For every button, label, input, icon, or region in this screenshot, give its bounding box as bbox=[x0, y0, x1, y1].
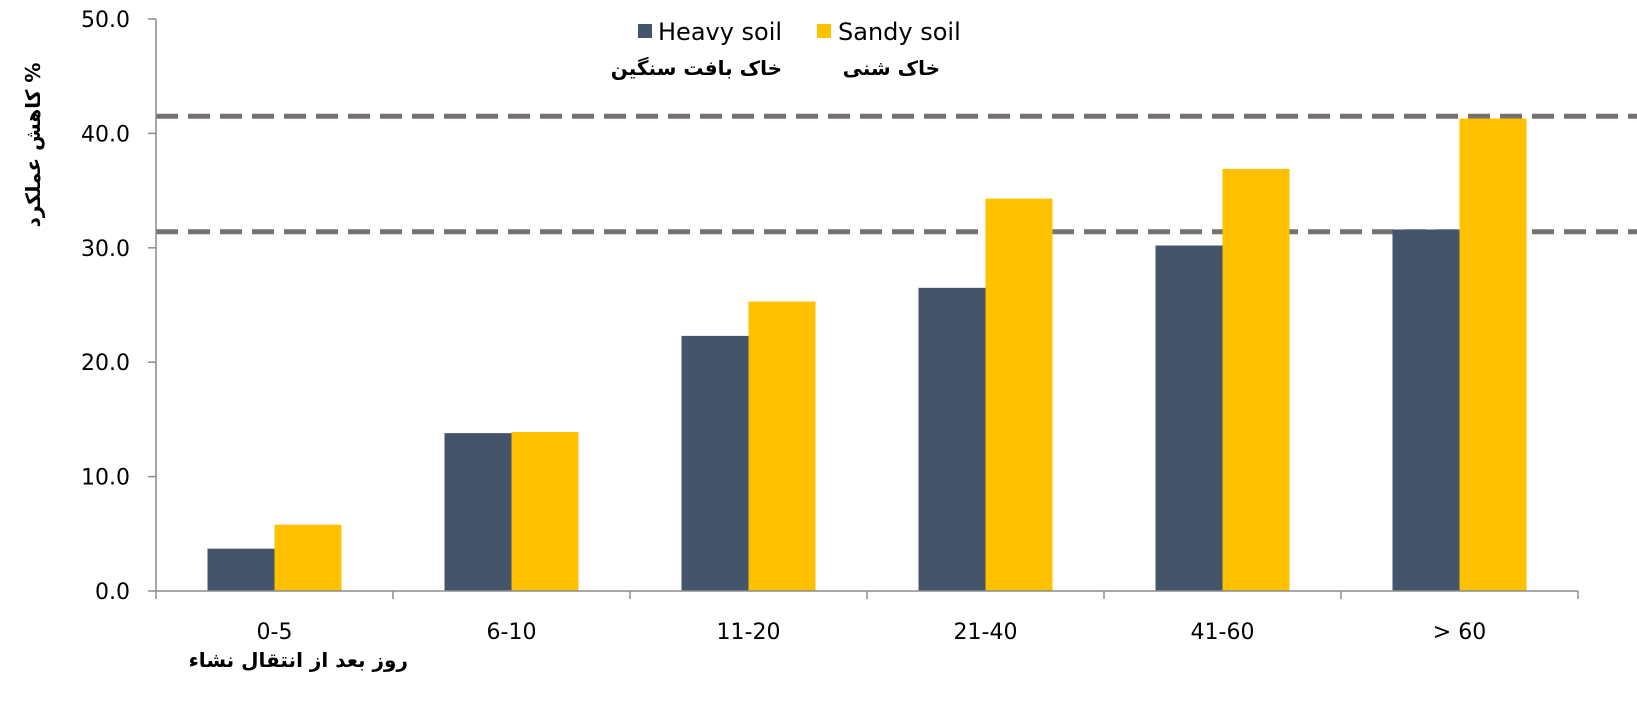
bar-sandy-soil-3 bbox=[985, 198, 1053, 591]
x-tick-label: 21-40 bbox=[954, 620, 1018, 645]
legend-label-heavy-soil-fa: خاک بافت سنگین bbox=[611, 56, 782, 80]
y-tick-label: 40.0 bbox=[81, 122, 130, 147]
y-tick-label: 50.0 bbox=[81, 8, 130, 33]
x-tick-label: 0-5 bbox=[257, 620, 293, 645]
bar-sandy-soil-4 bbox=[1222, 168, 1290, 591]
bar-sandy-soil-2 bbox=[748, 301, 816, 591]
y-tick-label: 30.0 bbox=[81, 237, 130, 262]
bar-sandy-soil-5 bbox=[1459, 118, 1527, 591]
bar-heavy-soil-5 bbox=[1392, 229, 1460, 591]
legend-label-heavy-soil: Heavy soil bbox=[658, 18, 782, 46]
y-axis-title: کاهش عملکرد % bbox=[21, 63, 45, 228]
x-tick-labels: 0-5 6-10 11-20 21-40 41-60 > 60 bbox=[257, 620, 1487, 645]
bar-sandy-soil-1 bbox=[511, 431, 579, 591]
y-tick-label: 20.0 bbox=[81, 351, 130, 376]
legend-swatch-heavy-soil bbox=[638, 24, 652, 38]
axes bbox=[148, 18, 1579, 599]
y-tick-label: 10.0 bbox=[81, 466, 130, 491]
reference-lines bbox=[156, 113, 1637, 235]
bar-sandy-soil-0 bbox=[274, 524, 342, 591]
x-tick-label: 11-20 bbox=[717, 620, 781, 645]
legend-swatch-sandy-soil bbox=[817, 24, 831, 38]
y-tick-labels: 0.0 10.0 20.0 30.0 40.0 50.0 bbox=[81, 8, 130, 605]
bar-heavy-soil-3 bbox=[918, 287, 986, 591]
x-tick-label: 41-60 bbox=[1191, 620, 1255, 645]
bar-heavy-soil-0 bbox=[207, 548, 275, 591]
bar-heavy-soil-4 bbox=[1155, 245, 1223, 591]
bar-heavy-soil-2 bbox=[681, 335, 749, 591]
legend-label-sandy-soil-fa: خاک شنی bbox=[843, 56, 940, 80]
bar-heavy-soil-1 bbox=[444, 433, 512, 591]
x-axis-title: روز بعد از انتقال نشاء bbox=[189, 648, 408, 672]
legend: Heavy soil Sandy soil خاک بافت سنگین خاک… bbox=[611, 18, 961, 80]
y-tick-label: 0.0 bbox=[95, 580, 130, 605]
x-tick-label: > 60 bbox=[1433, 620, 1486, 645]
x-tick-label: 6-10 bbox=[487, 620, 537, 645]
legend-label-sandy-soil: Sandy soil bbox=[838, 18, 961, 46]
bars bbox=[207, 118, 1527, 591]
